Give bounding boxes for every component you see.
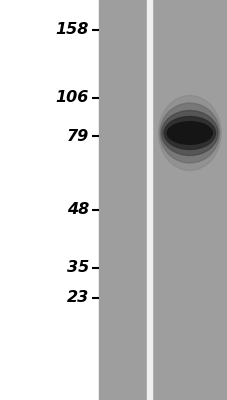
Bar <box>146 0 151 400</box>
Text: 79: 79 <box>66 128 89 144</box>
Text: 106: 106 <box>55 90 89 106</box>
Text: 48: 48 <box>66 202 89 218</box>
Bar <box>99 0 146 400</box>
Ellipse shape <box>159 103 219 163</box>
Ellipse shape <box>158 96 220 170</box>
Ellipse shape <box>161 110 217 156</box>
Bar <box>151 0 227 400</box>
Text: 35: 35 <box>66 260 89 276</box>
Text: 158: 158 <box>55 22 89 38</box>
Text: 23: 23 <box>66 290 89 306</box>
Ellipse shape <box>166 122 212 144</box>
Ellipse shape <box>163 116 215 150</box>
